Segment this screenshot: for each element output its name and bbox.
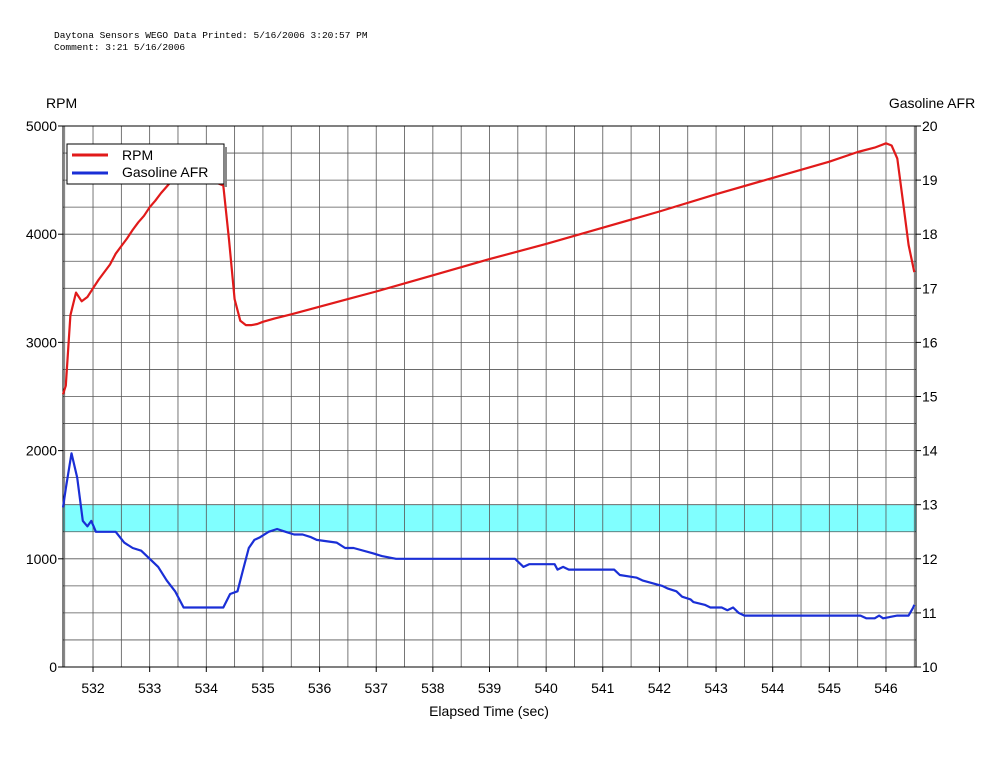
legend-shadow: [224, 147, 227, 187]
print-comment-line: Comment: 3:21 5/16/2006: [54, 42, 186, 53]
x-tick-label: 544: [761, 680, 785, 696]
y-right-tick-label: 11: [922, 605, 937, 621]
series-line-afr: [61, 452, 916, 620]
x-tick-label: 545: [818, 680, 842, 696]
y-right-tick-label: 19: [922, 172, 938, 188]
x-tick-label: 540: [534, 680, 558, 696]
y-right-tick-label: 12: [922, 551, 938, 567]
y-left-tick-label: 1000: [26, 551, 57, 567]
y-axis-left-label: RPM: [46, 95, 77, 111]
x-tick-label: 538: [421, 680, 445, 696]
x-tick-label: 535: [251, 680, 275, 696]
x-tick-label: 542: [648, 680, 672, 696]
grid-layer: [63, 126, 916, 667]
y-right-tick-label: 17: [922, 280, 938, 296]
y-right-tick-label: 16: [922, 334, 938, 350]
y-left-tick-label: 3000: [26, 334, 57, 350]
legend-label-afr: Gasoline AFR: [122, 164, 208, 180]
x-tick-label: 539: [478, 680, 502, 696]
x-tick-label: 543: [704, 680, 728, 696]
legend-label-rpm: RPM: [122, 147, 153, 163]
legend: RPM Gasoline AFR: [66, 143, 227, 187]
y-left-tick-label: 4000: [26, 226, 57, 242]
tick-label-layer: 532 533 534 535 536 537 538 539 540 541 542 543 544 5…: [26, 118, 938, 696]
series-layer: [61, 142, 916, 620]
x-tick-label: 532: [81, 680, 105, 696]
y-left-tick-label: 2000: [26, 443, 57, 459]
legend-box: [66, 143, 225, 185]
y-right-tick-label: 18: [922, 226, 938, 242]
x-axis-label: Elapsed Time (sec): [429, 703, 549, 719]
y-right-tick-label: 20: [922, 118, 938, 134]
series-line-rpm: [61, 142, 916, 395]
x-tick-label: 537: [365, 680, 389, 696]
print-header-line1: Daytona Sensors WEGO Data Printed: 5/16/…: [54, 30, 368, 41]
x-tick-label: 536: [308, 680, 332, 696]
y-right-tick-label: 14: [922, 443, 938, 459]
x-tick-label: 541: [591, 680, 615, 696]
x-tick-label: 546: [874, 680, 898, 696]
y-left-tick-label: 5000: [26, 118, 57, 134]
y-right-tick-label: 15: [922, 389, 938, 405]
y-left-tick-label: 0: [49, 659, 57, 675]
y-axis-right-label: Gasoline AFR: [889, 95, 975, 111]
y-right-tick-label: 10: [922, 659, 938, 675]
x-tick-label: 534: [195, 680, 219, 696]
x-tick-label: 533: [138, 680, 162, 696]
y-right-tick-label: 13: [922, 497, 938, 513]
